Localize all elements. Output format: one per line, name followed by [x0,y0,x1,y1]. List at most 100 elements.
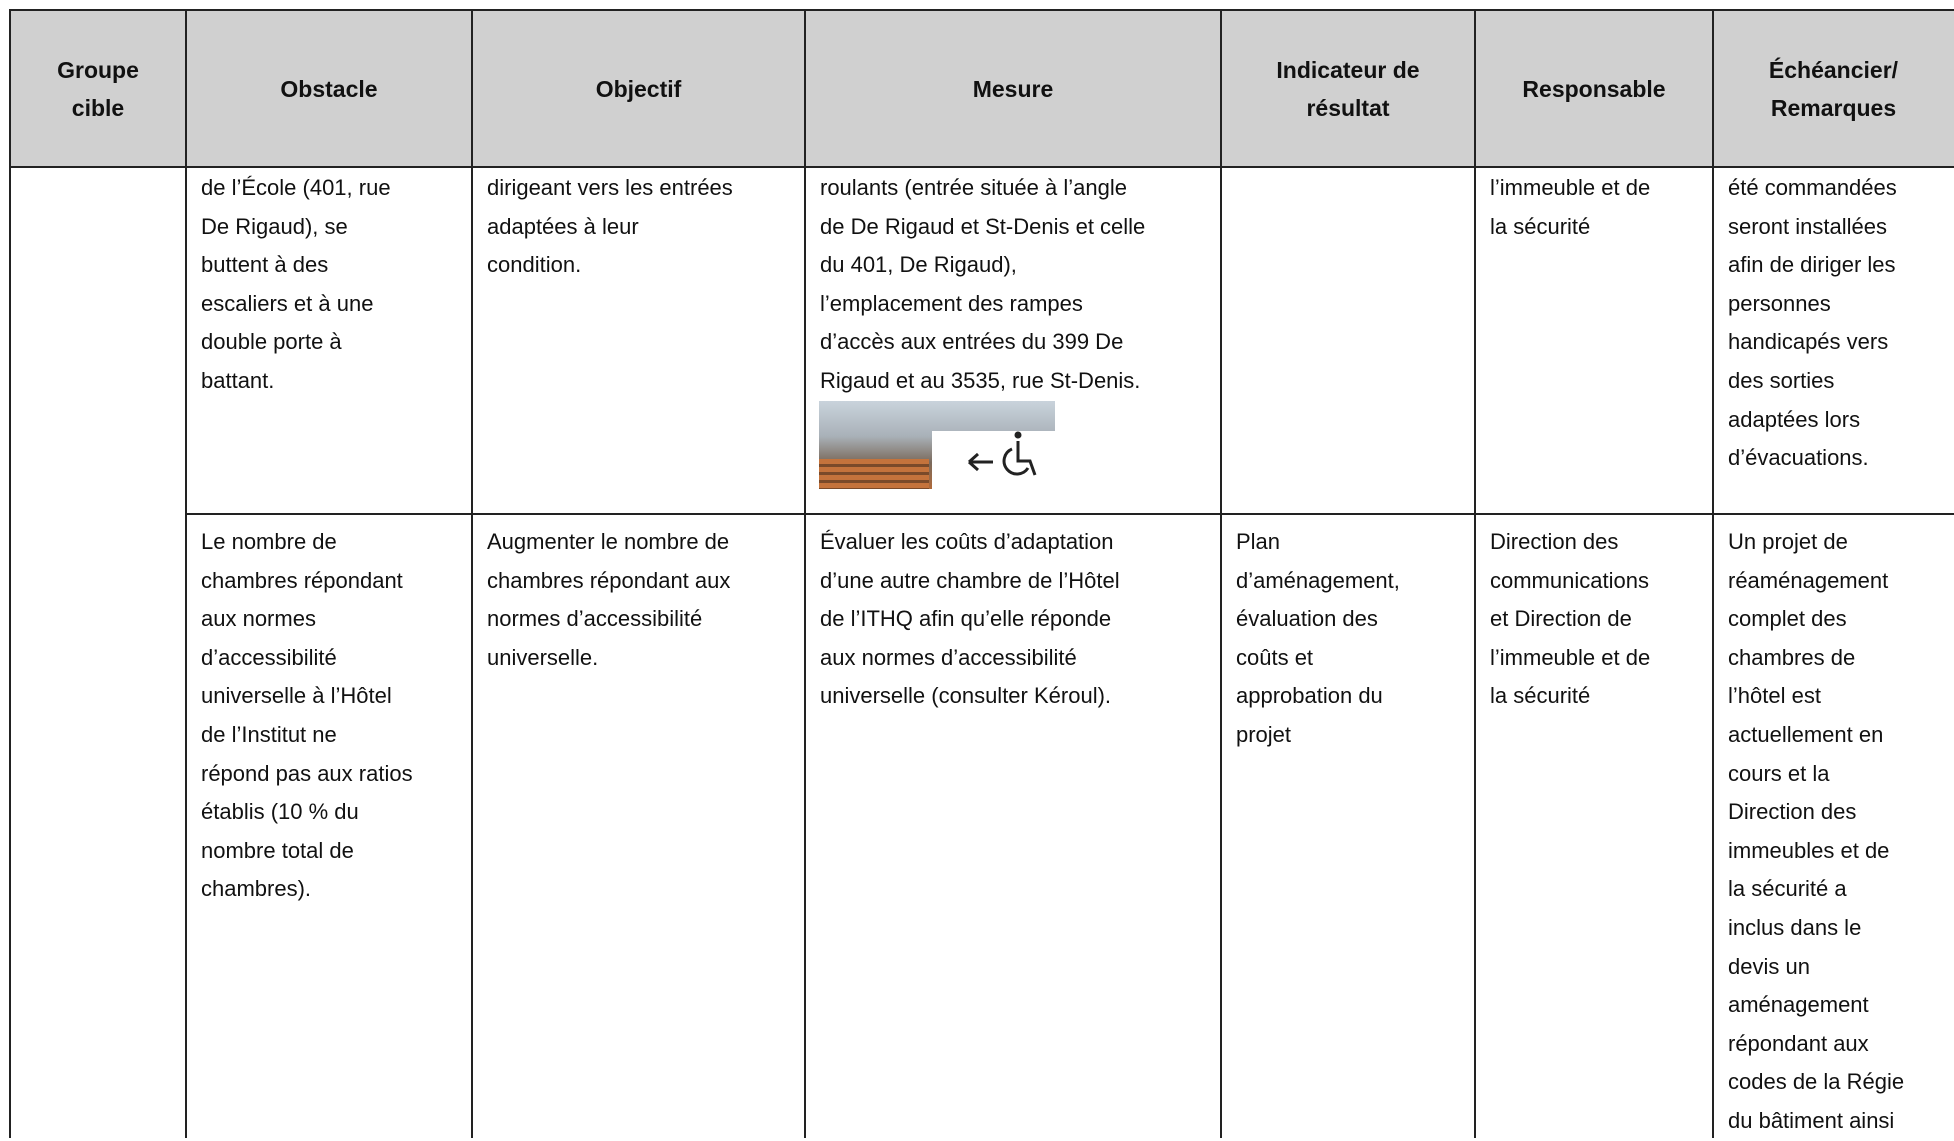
header-cell: Groupe cible [10,10,186,167]
row-border [185,513,1954,515]
cell-text: et Direction de [1490,606,1632,632]
cell-text: l’hôtel est [1728,683,1821,709]
column-border [9,9,11,1138]
cell-text: universelle à l’Hôtel [201,683,392,709]
cell-text: du bâtiment ainsi [1728,1107,1895,1133]
cell-text: établis (10 % du [201,799,359,825]
cell-text: d’une autre chambre de l’Hôtel [820,567,1120,593]
cell-text: réaménagement [1728,567,1889,593]
header-cell: Échéancier/Remarques [1713,10,1954,167]
cell-text: cours et la [1728,760,1830,786]
row-border [9,9,1954,11]
cell-text: Un projet de [1728,529,1848,554]
cell-text: Le nombre de [201,529,337,554]
table-cell: Plan d’aménagement, évaluation des coûts et… [1236,523,1400,755]
cell-text: d’accessibilité [201,644,337,670]
cell-text: adaptées à leur [487,213,639,239]
cell-text: projet [1236,721,1292,747]
header-text: Remarques [1770,94,1897,121]
column-border [471,9,473,1138]
cell-text: de l’Institut ne [201,721,337,747]
cell-text: de De Rigaud et St-Denis et celle [820,213,1146,239]
cell-text: coûts et [1236,644,1314,670]
cell-text: l’immeuble et de [1490,175,1651,200]
header-text: Échéancier/ [1768,56,1899,83]
cell-text: de l’ITHQ afin qu’elle réponde [820,606,1112,632]
cell-text: condition. [487,252,582,278]
cell-text: immeubles et de [1728,837,1890,863]
header-cell: Mesure [805,10,1221,167]
header-cell: Objectif [472,10,805,167]
cell-text: été commandées [1728,175,1897,200]
cell-text: battant. [201,367,275,393]
cell-text: l’immeuble et de [1490,644,1651,670]
column-border [1474,9,1476,1138]
table-cell: l’immeuble et de la sécurité [1490,169,1650,246]
cell-text: Rigaud et au 3535, rue St-Denis. [820,367,1141,393]
cell-text: chambres). [201,876,312,902]
cell-text: universelle (consulter Kéroul). [820,683,1112,709]
cell-text: aux normes d’accessibilité [820,644,1077,670]
cell-text: d’aménagement, [1236,567,1400,593]
cell-text: de l’École (401, rue [201,175,391,200]
cell-text: buttent à des [201,252,329,278]
cell-text: Direction des [1728,799,1857,825]
cell-text: afin de diriger les [1728,252,1896,278]
cell-text: d’accès aux entrées du 399 De [820,329,1124,355]
header-text: Mesure [972,75,1054,102]
cell-text: aménagement [1728,992,1869,1018]
cell-text: Direction des [1490,529,1619,554]
cell-text: d’évacuations. [1728,445,1869,471]
cell-text: répond pas aux ratios [201,760,413,786]
cell-text: évaluation des [1236,606,1378,632]
column-border [1220,9,1222,1138]
cell-text: approbation du [1236,683,1383,709]
table-cell: Un projet de réaménagement complet des cham… [1728,523,1904,1141]
column-border [185,9,187,1138]
cell-text: Plan [1236,529,1281,554]
header-text: cible [71,94,125,121]
header-text: résultat [1306,94,1390,121]
cell-text: De Rigaud), se [201,213,348,239]
row-border [9,166,1954,168]
header-text: Responsable [1522,75,1666,102]
table-cell: Le nombre de chambres répondant aux normes… [201,523,413,909]
cell-text: handicapés vers [1728,329,1889,355]
cell-text: codes de la Régie [1728,1069,1905,1095]
cell-text: l’emplacement des rampes [820,290,1083,316]
cell-text: Évaluer les coûts d’adaptation [820,529,1114,554]
cell-text: chambres de [1728,644,1856,670]
column-border [1712,9,1714,1138]
cell-text: chambres répondant [201,567,403,593]
header-text: Groupe [57,56,139,83]
cell-text: chambres répondant aux [487,567,731,593]
cell-text: aux normes [201,606,316,632]
cell-text: nombre total de [201,837,354,863]
cell-text: adaptées lors [1728,406,1861,432]
cell-text: actuellement en [1728,721,1884,747]
cell-text: des sorties [1728,367,1835,393]
table-cell: Direction des communications et Direction … [1490,523,1650,716]
cell-text: universelle. [487,644,599,670]
cell-text: la sécurité [1490,683,1591,709]
table-cell: roulants (entrée située à l’angle de De R… [820,169,1145,401]
table-cell: dirigeant vers les entrées adaptées à leu… [487,169,733,285]
table-cell: été commandées seront installées afin de d… [1728,169,1897,478]
column-border [804,9,806,1138]
sign-image [819,401,1055,489]
cell-text: la sécurité a [1728,876,1847,902]
table-cell: Évaluer les coûts d’adaptation d’une autr… [820,523,1120,716]
cell-text: personnes [1728,290,1831,316]
cell-text: double porte à [201,329,342,355]
header-text: Obstacle [280,75,378,102]
cell-text: complet des [1728,606,1847,632]
cell-text: dirigeant vers les entrées [487,175,733,200]
header-text: Indicateur de [1276,56,1420,83]
header-cell: Obstacle [186,10,472,167]
cell-text: du 401, De Rigaud), [820,252,1017,278]
cell-text: la sécurité [1490,213,1591,239]
header-cell: Responsable [1475,10,1713,167]
table-cell: Augmenter le nombre de chambres répondant… [487,523,730,677]
cell-text: communications [1490,567,1649,593]
